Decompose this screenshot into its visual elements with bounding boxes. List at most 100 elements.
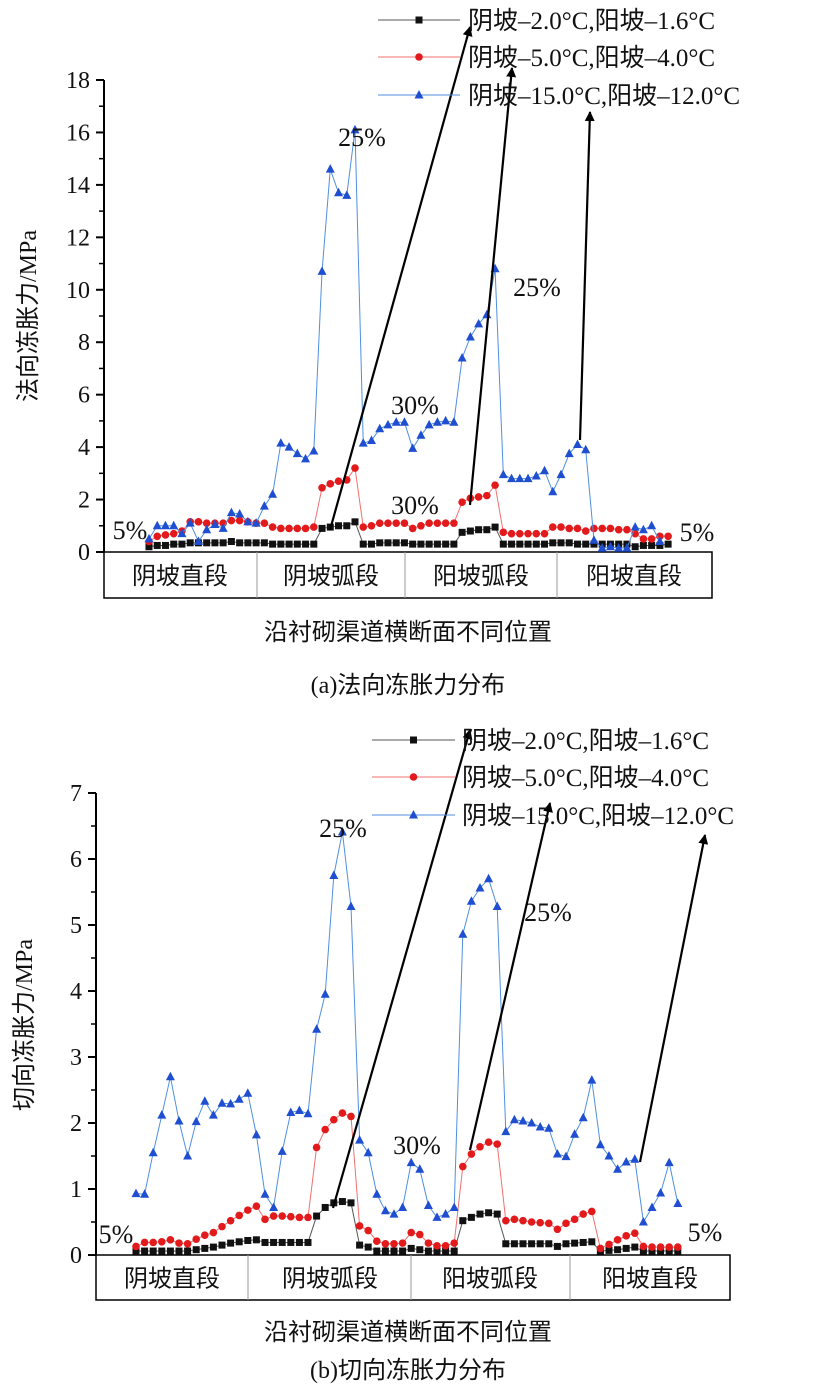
data-point [358, 438, 368, 447]
data-point [304, 1238, 312, 1246]
data-point [343, 522, 351, 530]
data-point [424, 419, 434, 429]
data-point [194, 518, 203, 526]
category-label: 阴坡直段 [124, 1266, 220, 1293]
data-point [211, 539, 219, 547]
data-point [631, 1243, 639, 1251]
series-line [148, 466, 669, 542]
data-point [292, 448, 302, 458]
data-point [639, 1242, 648, 1251]
data-point [552, 1149, 562, 1158]
percent-annotation: 5% [99, 1220, 134, 1249]
data-point [622, 1232, 630, 1240]
data-point [252, 1202, 261, 1210]
percent-annotation: 25% [513, 273, 561, 302]
data-point [570, 1215, 579, 1224]
data-point [338, 1198, 346, 1206]
data-point [313, 1212, 321, 1220]
data-point [355, 1135, 365, 1144]
legend-marker [415, 53, 423, 61]
data-point [466, 896, 476, 905]
data-point [581, 527, 590, 535]
data-point [259, 501, 269, 510]
pointer-arrow [328, 26, 473, 531]
data-point [564, 448, 574, 458]
data-point [157, 1110, 167, 1119]
legend: 阴坡–2.0°C,阳坡–1.6°C 阴坡–5.0°C,阳坡–4.0°C 阴坡–15.… [378, 7, 740, 110]
data-point [131, 1188, 141, 1198]
data-point [459, 1162, 467, 1171]
y-tick-label: 0 [78, 540, 90, 566]
data-point [132, 1242, 140, 1251]
data-point [193, 536, 203, 546]
data-point [665, 1243, 673, 1251]
data-point [183, 1151, 193, 1160]
data-point [201, 1231, 209, 1239]
data-point [565, 539, 573, 547]
data-point [501, 1126, 511, 1136]
data-point [588, 1238, 596, 1246]
data-point [499, 540, 507, 548]
percent-annotation: 25% [319, 814, 367, 843]
chart-a: 阴坡直段 阴坡弧段 阳坡弧段 阳坡直段 0 2 4 6 8 10 12 14 16 18 法向冻胀力/MPa… [15, 7, 740, 699]
data-point [330, 1115, 338, 1124]
data-point [648, 1247, 656, 1255]
data-point [235, 1211, 243, 1220]
data-point [648, 1243, 656, 1251]
data-point [581, 444, 591, 454]
data-point [169, 520, 179, 530]
data-point [541, 540, 549, 548]
data-point [175, 1247, 183, 1255]
data-point [217, 1098, 227, 1107]
data-point [476, 1210, 484, 1218]
legend-marker [415, 16, 423, 24]
data-point [304, 1213, 312, 1222]
data-point [519, 1216, 527, 1225]
y-tick-label: 8 [78, 330, 90, 356]
legend-marker [409, 810, 418, 819]
percent-annotation: 30% [391, 391, 439, 420]
data-point [391, 417, 401, 426]
data-point [423, 1200, 433, 1209]
series-2 [131, 826, 683, 1226]
data-point [656, 541, 664, 549]
data-point [474, 318, 484, 328]
data-point [433, 519, 442, 527]
data-point [450, 1239, 459, 1247]
data-point [320, 989, 330, 998]
data-point [424, 1239, 433, 1247]
data-point [270, 1238, 278, 1246]
data-point [141, 1247, 149, 1255]
data-point [398, 1202, 408, 1211]
data-point [252, 1236, 260, 1244]
data-point [326, 480, 335, 488]
data-point [544, 1123, 554, 1132]
y-tick-label: 14 [66, 173, 90, 199]
series-1 [145, 464, 672, 546]
data-point [235, 508, 245, 518]
data-point [244, 1206, 252, 1214]
data-point [367, 521, 376, 530]
y-tick-label: 6 [78, 383, 90, 409]
data-point [466, 527, 474, 535]
category-label: 阳坡弧段 [433, 563, 529, 590]
data-point [508, 540, 516, 548]
data-point [673, 1198, 683, 1208]
data-point [390, 1247, 398, 1255]
data-point [549, 539, 557, 547]
data-point [359, 523, 368, 531]
data-point [209, 1243, 217, 1251]
data-point [531, 470, 541, 480]
data-point [665, 1247, 673, 1255]
data-point [174, 1116, 184, 1125]
data-point [149, 1247, 157, 1255]
pointer-arrow [638, 834, 709, 1163]
y-tick-label: 10 [66, 278, 90, 304]
data-point [639, 541, 647, 549]
series-2 [144, 124, 665, 552]
data-point [287, 1212, 295, 1221]
data-point [373, 1237, 381, 1245]
data-point [502, 1240, 510, 1248]
data-point [475, 883, 485, 892]
data-point [630, 522, 640, 531]
